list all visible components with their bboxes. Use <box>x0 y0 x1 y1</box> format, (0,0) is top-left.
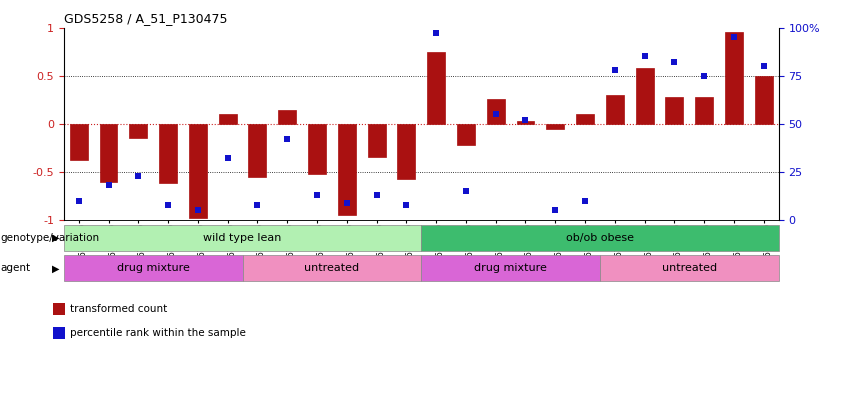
Bar <box>159 124 177 184</box>
Point <box>608 67 621 73</box>
Point <box>697 72 711 79</box>
Bar <box>546 124 564 129</box>
Point <box>131 173 145 179</box>
Point <box>727 34 740 40</box>
Bar <box>64 225 421 251</box>
Point <box>757 63 770 69</box>
Text: untreated: untreated <box>305 263 359 274</box>
Text: genotype/variation: genotype/variation <box>1 233 100 243</box>
Text: agent: agent <box>1 263 31 274</box>
Text: ob/ob obese: ob/ob obese <box>566 233 634 243</box>
Point <box>191 208 204 214</box>
Bar <box>725 32 743 124</box>
Bar <box>517 121 534 124</box>
Bar <box>421 255 600 281</box>
Text: untreated: untreated <box>662 263 717 274</box>
Point <box>518 117 532 123</box>
Point <box>459 188 472 194</box>
Bar <box>397 124 415 179</box>
Bar <box>100 124 117 182</box>
Point <box>667 59 681 65</box>
Text: ▶: ▶ <box>52 233 60 243</box>
Bar <box>70 124 88 160</box>
Point <box>548 208 562 214</box>
Bar <box>487 99 505 124</box>
Bar <box>755 75 773 124</box>
Point <box>399 202 413 208</box>
Bar <box>338 124 356 215</box>
Text: transformed count: transformed count <box>70 304 168 314</box>
Bar <box>576 114 594 124</box>
Bar <box>368 124 386 158</box>
Point <box>369 192 383 198</box>
Bar <box>64 255 243 281</box>
Bar <box>53 327 65 339</box>
Bar <box>457 124 475 145</box>
Text: percentile rank within the sample: percentile rank within the sample <box>70 328 246 338</box>
Point <box>637 53 651 59</box>
Bar <box>53 303 65 315</box>
Bar <box>308 124 326 174</box>
Bar <box>219 114 237 124</box>
Bar <box>243 255 421 281</box>
Bar <box>695 97 713 124</box>
Point <box>220 155 234 162</box>
Text: ▶: ▶ <box>52 263 60 274</box>
Text: drug mixture: drug mixture <box>474 263 547 274</box>
Bar <box>421 225 779 251</box>
Point <box>310 192 323 198</box>
Point <box>429 30 443 37</box>
Point <box>71 198 85 204</box>
Text: wild type lean: wild type lean <box>203 233 282 243</box>
Point <box>161 202 174 208</box>
Point <box>578 198 591 204</box>
Point <box>280 136 294 142</box>
Point <box>250 202 264 208</box>
Bar <box>189 124 207 218</box>
Bar <box>129 124 147 138</box>
Point <box>488 111 502 117</box>
Point <box>340 200 353 206</box>
Point <box>101 182 115 189</box>
Text: GDS5258 / A_51_P130475: GDS5258 / A_51_P130475 <box>64 12 227 25</box>
Bar <box>606 95 624 124</box>
Bar <box>278 110 296 124</box>
Bar <box>248 124 266 177</box>
Bar <box>636 68 654 124</box>
Bar <box>427 51 445 124</box>
Text: drug mixture: drug mixture <box>117 263 190 274</box>
Bar <box>665 97 683 124</box>
Bar <box>600 255 779 281</box>
